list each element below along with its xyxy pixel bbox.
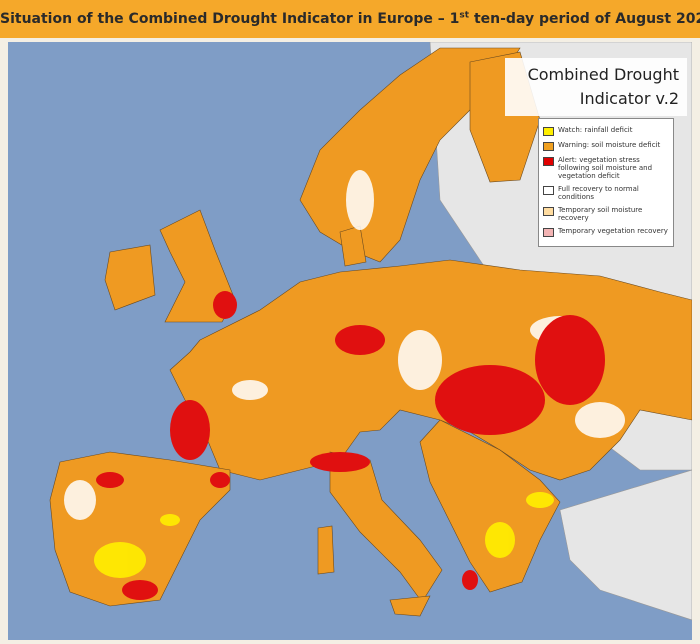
legend-label: Alert: vegetation stress following soil …: [558, 156, 653, 180]
title-bar: Situation of the Combined Drought Indica…: [0, 0, 700, 38]
watch-patches: [94, 492, 554, 578]
map-title-line: Indicator v.2: [579, 89, 679, 108]
legend-item: Temporary vegetation recovery: [543, 227, 669, 237]
legend-item: Warning: soil moisture deficit: [543, 141, 669, 151]
legend-label: Watch: rainfall deficit: [558, 126, 633, 134]
legend-swatch: [543, 127, 554, 136]
legend-swatch: [543, 142, 554, 151]
title-rest: ten-day period of August 2022: [469, 11, 700, 27]
legend-swatch: [543, 228, 554, 237]
title: Situation of the Combined Drought Indica…: [0, 11, 460, 27]
legend-item: Temporary soil moisture recovery: [543, 206, 669, 222]
legend-item: Full recovery to normal conditions: [543, 185, 669, 201]
legend-swatch: [543, 186, 554, 195]
legend: Watch: rainfall deficit Warning: soil moi…: [538, 118, 674, 247]
legend-label: Warning: soil moisture deficit: [558, 141, 661, 149]
legend-label: Full recovery to normal conditions: [558, 185, 639, 201]
legend-swatch: [543, 157, 554, 166]
title-superscript: st: [459, 10, 470, 21]
map-title-line: Combined Drought: [527, 65, 679, 84]
legend-item: Alert: vegetation stress following soil …: [543, 156, 669, 180]
legend-item: Watch: rainfall deficit: [543, 126, 669, 136]
legend-label: Temporary soil moisture recovery: [558, 206, 643, 222]
alert-patches: [96, 291, 605, 600]
map-title: Combined Drought Indicator v.2: [505, 58, 687, 116]
legend-swatch: [543, 207, 554, 216]
legend-label: Temporary vegetation recovery: [558, 227, 668, 235]
